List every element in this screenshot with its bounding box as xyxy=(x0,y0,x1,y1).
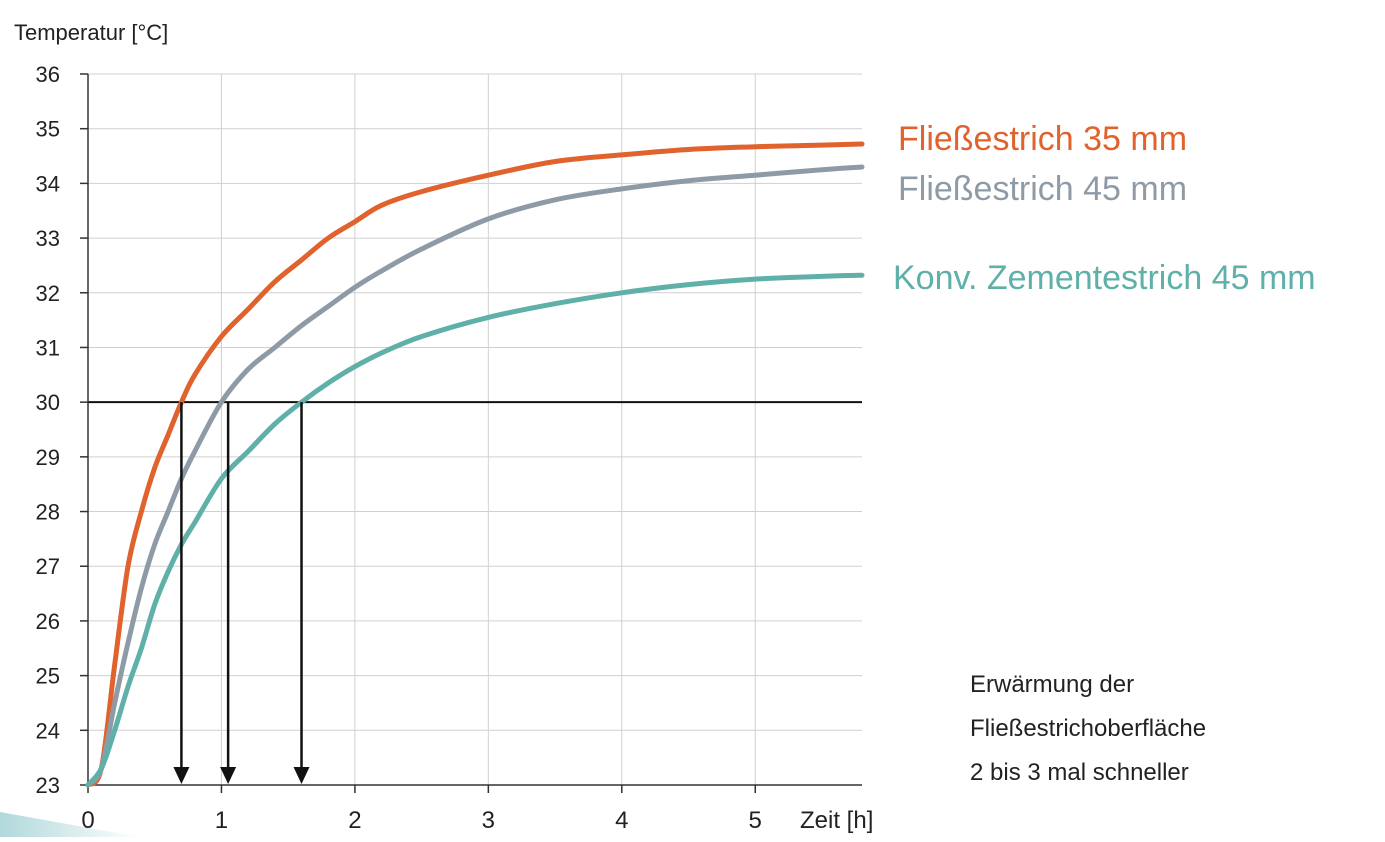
x-tick-label: 4 xyxy=(615,807,628,834)
series-line xyxy=(85,164,865,788)
series-label: Fließestrich 35 mm xyxy=(898,120,1187,158)
annotation-line: Erwärmung der xyxy=(970,671,1134,698)
annotation-line: Fließestrichoberfläche xyxy=(970,715,1206,742)
y-tick-label: 32 xyxy=(36,281,60,306)
annotation-line: 2 bis 3 mal schneller xyxy=(970,759,1189,786)
arrow-head xyxy=(220,767,237,784)
threshold-arrows xyxy=(173,402,310,784)
series-line xyxy=(85,141,865,788)
annotation-text: Erwärmung der Fließestrichoberfläche 2 bis… xyxy=(970,671,1206,786)
x-tick-label: 2 xyxy=(348,807,361,834)
grid xyxy=(87,73,862,786)
x-tick-label: 3 xyxy=(482,807,495,834)
arrow-head xyxy=(293,767,310,784)
y-tick-label: 26 xyxy=(36,609,60,634)
x-axis-label: Zeit [h] xyxy=(800,807,873,834)
x-tick-label: 5 xyxy=(749,807,762,834)
y-tick-label: 27 xyxy=(36,554,60,579)
y-tick-label: 34 xyxy=(36,171,60,196)
y-tick-label: 23 xyxy=(36,773,60,798)
y-tick-label: 35 xyxy=(36,117,60,142)
series-lines xyxy=(85,141,865,788)
series-label: Konv. Zementestrich 45 mm xyxy=(893,259,1316,297)
y-tick-label: 24 xyxy=(36,718,60,743)
y-tick-label: 31 xyxy=(36,335,60,360)
x-tick-label: 1 xyxy=(215,807,228,834)
x-tick-label: 0 xyxy=(81,807,94,834)
y-tick-label: 28 xyxy=(36,500,60,525)
series-label: Fließestrich 45 mm xyxy=(898,170,1187,208)
series-labels: Fließestrich 35 mm Fließestrich 45 mm Konv… xyxy=(893,120,1316,297)
y-tick-label: 33 xyxy=(36,226,60,251)
y-tick-label: 36 xyxy=(36,62,60,87)
y-tick-label: 29 xyxy=(36,445,60,470)
y-axis-label: Temperatur [°C] xyxy=(14,20,168,45)
y-tick-label: 25 xyxy=(36,664,60,689)
corner-decoration xyxy=(0,812,140,837)
arrow-head xyxy=(173,767,190,784)
series-line xyxy=(85,272,865,788)
y-tick-label: 30 xyxy=(36,390,60,415)
